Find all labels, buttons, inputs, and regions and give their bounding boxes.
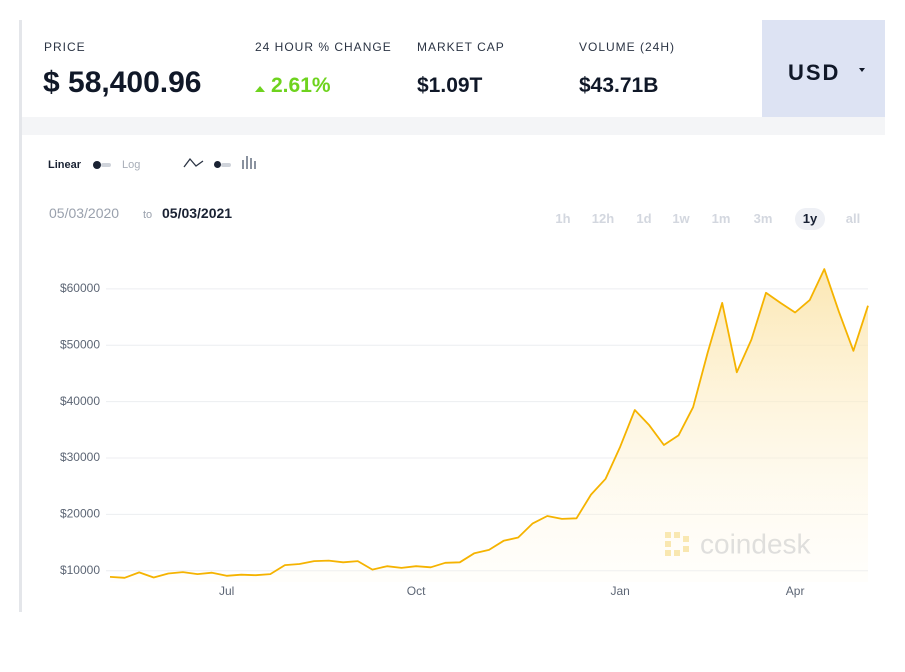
date-to-word: to [143, 209, 153, 221]
y-tick-label: $10000 [60, 563, 100, 577]
range-button[interactable]: 12h [591, 211, 615, 226]
volume-label: VOLUME (24H) [579, 40, 676, 54]
toggle-track[interactable] [101, 163, 111, 167]
toggle-knob[interactable] [214, 161, 221, 168]
bar-icon[interactable] [242, 156, 256, 169]
y-tick-label: $20000 [60, 507, 100, 521]
price-line [109, 268, 869, 579]
x-tick-label: Apr [786, 584, 805, 598]
x-tick-label: Jul [219, 584, 234, 598]
range-button[interactable]: 1h [555, 211, 571, 226]
volume: $43.71B [579, 74, 659, 97]
price: $ 58,400.96 [43, 66, 202, 99]
price-label: PRICE [44, 40, 86, 54]
y-tick-label: $50000 [60, 337, 100, 351]
x-tick-label: Jan [611, 584, 630, 598]
change-label: 24 HOUR % CHANGE [255, 40, 392, 54]
market-cap: $1.09T [417, 74, 483, 97]
up-arrow [255, 86, 265, 92]
line-icon[interactable] [183, 157, 204, 168]
range-button[interactable]: 3m [753, 211, 773, 226]
y-tick-label: $40000 [60, 394, 100, 408]
change: 2.61% [271, 74, 331, 97]
linear-option[interactable]: Linear [48, 159, 82, 171]
range-button[interactable]: 1d [636, 211, 652, 226]
date-from[interactable]: 05/03/2020 [49, 205, 120, 221]
y-tick-label: $30000 [60, 450, 100, 464]
currency[interactable]: USD [788, 60, 841, 85]
toggle-knob[interactable] [93, 161, 101, 169]
date-to[interactable]: 05/03/2021 [162, 205, 233, 221]
range-button[interactable]: all [845, 211, 861, 226]
dropdown-caret [859, 68, 865, 72]
left-border [19, 20, 22, 612]
separator [22, 117, 885, 135]
log-option[interactable]: Log [122, 159, 141, 171]
x-tick-label: Oct [407, 584, 426, 598]
y-tick-label: $60000 [60, 281, 100, 295]
market-cap-label: MARKET CAP [417, 40, 505, 54]
range-button[interactable]: 1w [672, 211, 690, 226]
area-fill [110, 269, 868, 582]
range-button[interactable]: 1m [711, 211, 731, 226]
toggle-track[interactable] [221, 163, 231, 167]
range-button[interactable]: 1y [795, 208, 825, 230]
